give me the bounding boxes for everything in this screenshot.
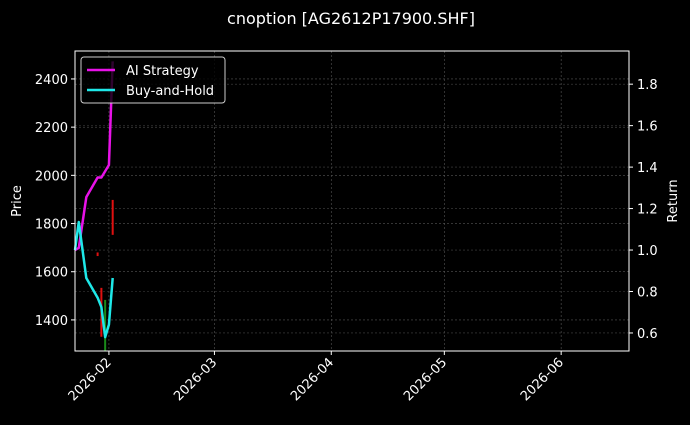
y-left-tick-label: 1600 xyxy=(35,266,68,281)
y-axis-right-label: Return xyxy=(666,179,681,222)
y-left-tick-label: 1400 xyxy=(35,314,68,329)
y-left-tick-label: 2200 xyxy=(35,121,68,136)
y-right-tick-label: 1.2 xyxy=(637,203,658,218)
plot-frame xyxy=(74,50,630,352)
y-left-tick-label: 1800 xyxy=(35,218,68,233)
y-right-tick-label: 1.4 xyxy=(637,161,658,176)
x-tick-label: 2026-02 xyxy=(66,355,115,404)
x-tick-label: 2026-05 xyxy=(401,355,450,404)
y-right-tick-label: 0.8 xyxy=(637,285,658,300)
legend: AI Strategy Buy-and-Hold xyxy=(80,56,226,104)
legend-label-buy-and-hold: Buy-and-Hold xyxy=(126,84,214,99)
chart-title: cnoption [AG2612P17900.SHF] xyxy=(227,9,475,28)
y-right-tick-label: 1.0 xyxy=(637,244,658,259)
y-right-tick-label: 1.8 xyxy=(637,78,658,93)
y-left-tick-label: 2000 xyxy=(35,169,68,184)
x-tick-label: 2026-06 xyxy=(518,355,567,404)
y-left-tick-label: 2400 xyxy=(35,73,68,88)
ticks: 2026-02 2026-03 2026-04 2026-05 2026-06 1400 1… xyxy=(35,73,658,404)
x-tick-label: 2026-04 xyxy=(288,355,337,404)
legend-label-ai-strategy: AI Strategy xyxy=(126,64,199,79)
y-right-tick-label: 0.6 xyxy=(637,327,658,342)
y-axis-left-label: Price xyxy=(10,185,25,217)
series-lines xyxy=(73,61,114,339)
y-right-tick-label: 1.6 xyxy=(637,120,658,135)
series-line-buy-and-hold xyxy=(73,220,114,339)
x-tick-label: 2026-03 xyxy=(171,355,220,404)
